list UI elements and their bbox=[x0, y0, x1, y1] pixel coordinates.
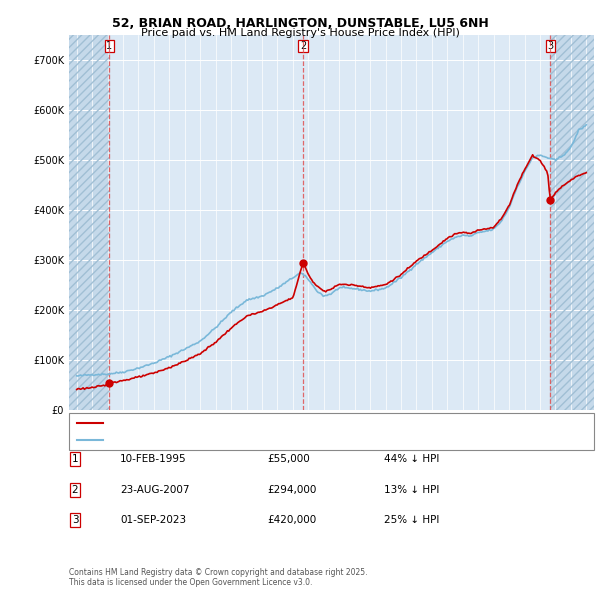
Bar bbox=[69, 35, 109, 410]
Text: £294,000: £294,000 bbox=[267, 485, 316, 494]
Text: 25% ↓ HPI: 25% ↓ HPI bbox=[384, 516, 439, 525]
Text: 01-SEP-2023: 01-SEP-2023 bbox=[120, 516, 186, 525]
Text: £420,000: £420,000 bbox=[267, 516, 316, 525]
Text: 44% ↓ HPI: 44% ↓ HPI bbox=[384, 454, 439, 464]
Text: HPI: Average price, detached house, Central Bedfordshire: HPI: Average price, detached house, Cent… bbox=[109, 435, 370, 445]
Text: 2: 2 bbox=[300, 41, 306, 51]
Text: Contains HM Land Registry data © Crown copyright and database right 2025.
This d: Contains HM Land Registry data © Crown c… bbox=[69, 568, 367, 587]
Bar bbox=[550, 35, 594, 410]
Text: £55,000: £55,000 bbox=[267, 454, 310, 464]
Text: Price paid vs. HM Land Registry's House Price Index (HPI): Price paid vs. HM Land Registry's House … bbox=[140, 28, 460, 38]
Text: 52, BRIAN ROAD, HARLINGTON, DUNSTABLE, LU5 6NH: 52, BRIAN ROAD, HARLINGTON, DUNSTABLE, L… bbox=[112, 17, 488, 30]
Text: 13% ↓ HPI: 13% ↓ HPI bbox=[384, 485, 439, 494]
Text: 23-AUG-2007: 23-AUG-2007 bbox=[120, 485, 190, 494]
Text: 10-FEB-1995: 10-FEB-1995 bbox=[120, 454, 187, 464]
Text: 1: 1 bbox=[106, 41, 113, 51]
Bar bbox=[550, 35, 594, 410]
Text: 1: 1 bbox=[71, 454, 79, 464]
Bar bbox=[69, 35, 109, 410]
Text: 52, BRIAN ROAD, HARLINGTON, DUNSTABLE, LU5 6NH (detached house): 52, BRIAN ROAD, HARLINGTON, DUNSTABLE, L… bbox=[109, 418, 433, 428]
Text: 3: 3 bbox=[547, 41, 553, 51]
Text: 3: 3 bbox=[71, 516, 79, 525]
Text: 2: 2 bbox=[71, 485, 79, 494]
FancyBboxPatch shape bbox=[69, 413, 594, 450]
